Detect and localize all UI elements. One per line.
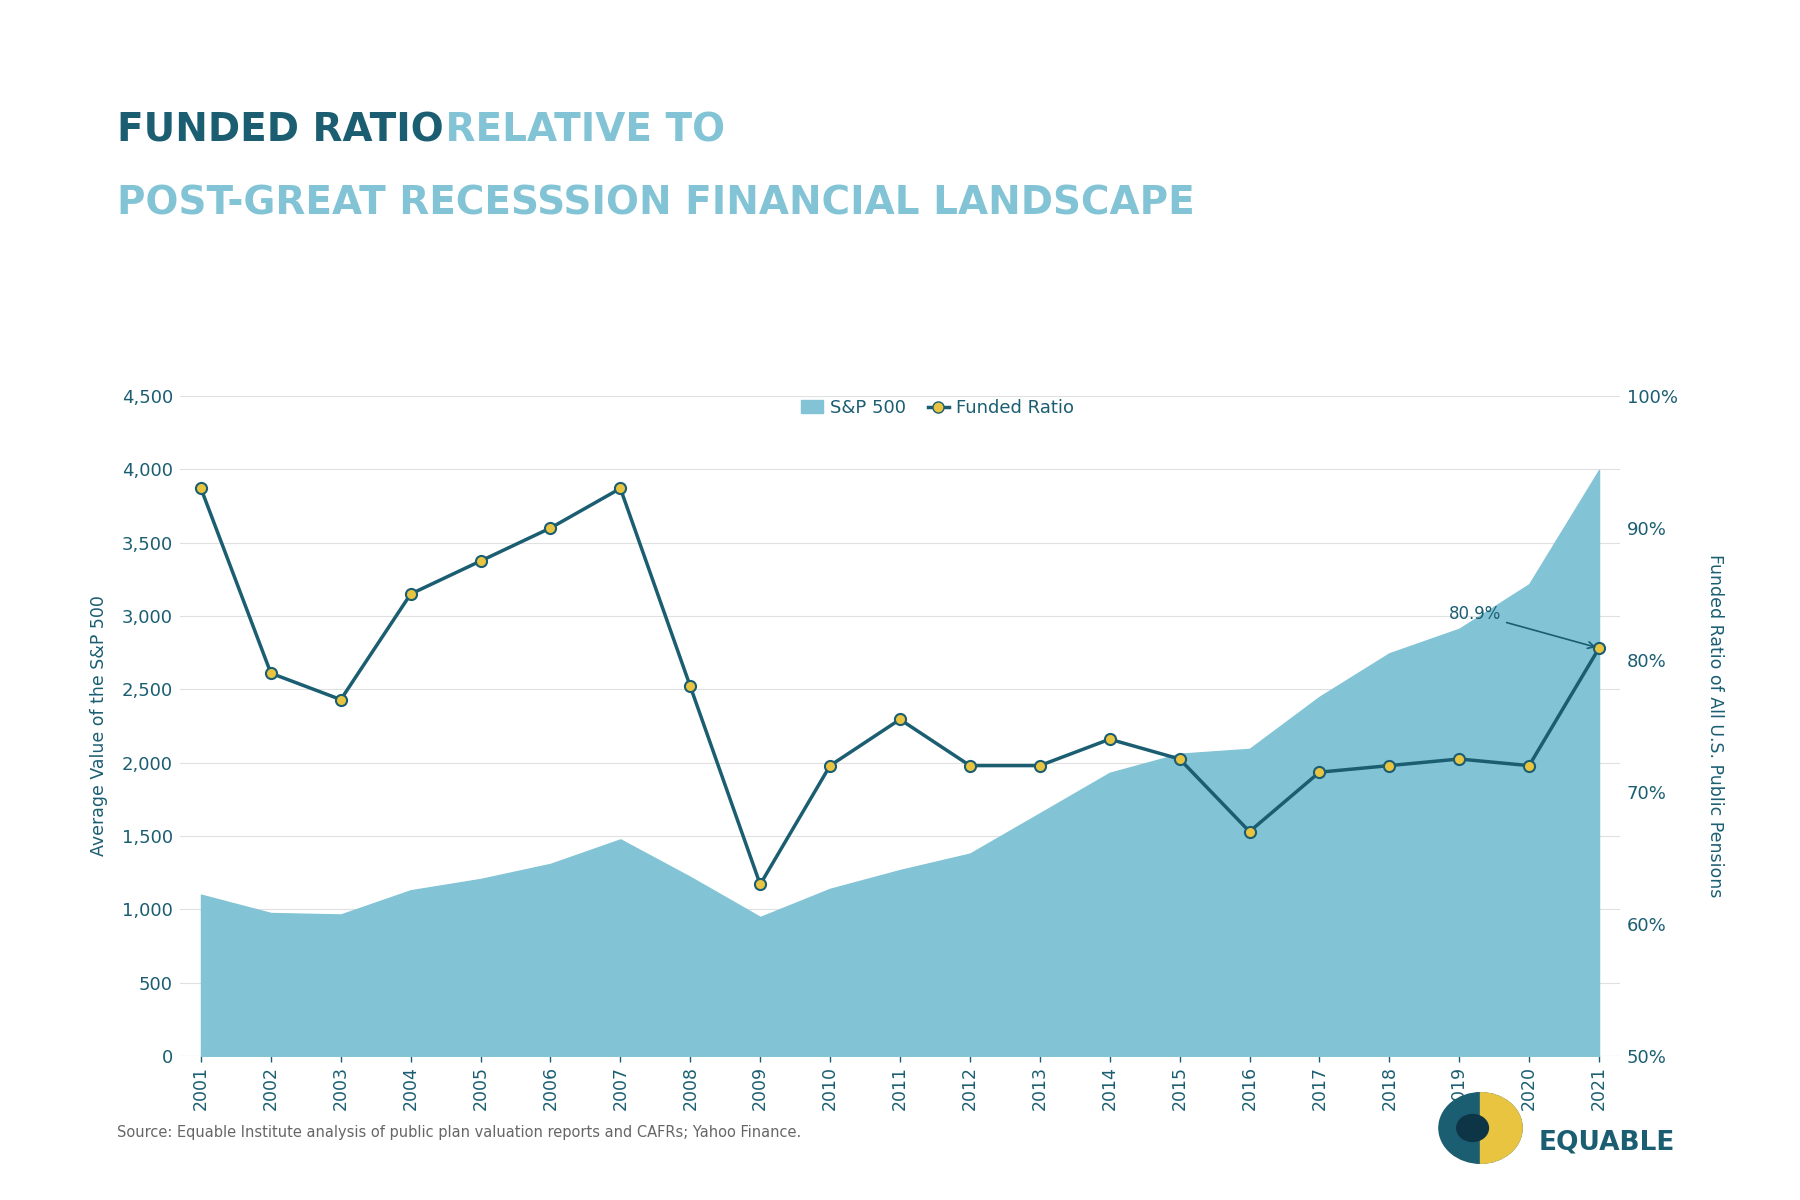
Text: Source: Equable Institute analysis of public plan valuation reports and CAFRs; Y: Source: Equable Institute analysis of pu… [117, 1126, 801, 1140]
Text: 80.9%: 80.9% [1449, 605, 1595, 648]
Wedge shape [1480, 1093, 1523, 1163]
Y-axis label: Average Value of the S&P 500: Average Value of the S&P 500 [90, 595, 108, 857]
Circle shape [1438, 1093, 1523, 1163]
Text: RELATIVE TO: RELATIVE TO [432, 112, 725, 150]
Circle shape [1456, 1115, 1489, 1141]
Text: EQUABLE: EQUABLE [1539, 1129, 1676, 1156]
Text: FUNDED RATIO: FUNDED RATIO [117, 112, 445, 150]
Text: POST-GREAT RECESSSION FINANCIAL LANDSCAPE: POST-GREAT RECESSSION FINANCIAL LANDSCAP… [117, 184, 1195, 222]
Legend: S&P 500, Funded Ratio: S&P 500, Funded Ratio [794, 392, 1082, 425]
Y-axis label: Funded Ratio of All U.S. Public Pensions: Funded Ratio of All U.S. Public Pensions [1706, 554, 1724, 898]
